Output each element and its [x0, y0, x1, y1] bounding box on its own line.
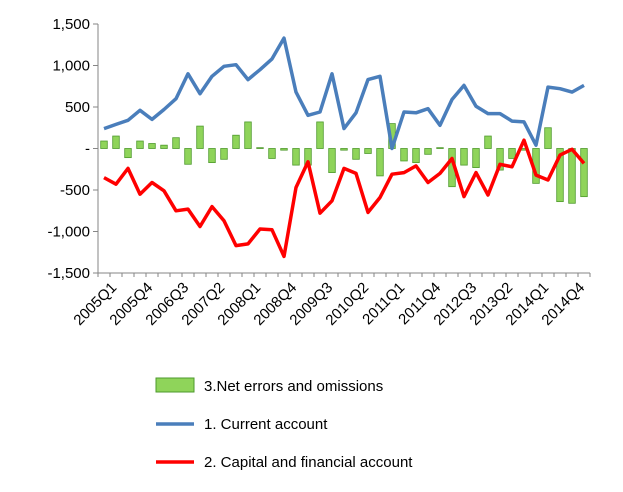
bar-net-errors: [544, 127, 552, 149]
bar-net-errors: [364, 148, 372, 154]
bar-net-errors: [232, 134, 240, 149]
bar-net-errors: [436, 147, 444, 149]
bar-net-errors: [208, 148, 216, 164]
bar-net-errors: [172, 137, 180, 149]
bar-net-errors: [292, 148, 300, 166]
line-capital-financial-account: [103, 138, 586, 259]
legend-swatch-net-errors: [155, 377, 195, 393]
bar-net-errors: [316, 121, 324, 149]
bar-net-errors: [160, 144, 168, 149]
bar-net-errors: [280, 148, 288, 151]
y-tick-label: -: [85, 141, 90, 158]
line-series-group: [103, 36, 586, 259]
x-axis-ticks: 2005Q12005Q42006Q32007Q22008Q12008Q42009…: [70, 273, 591, 329]
legend-item-net-errors: 3.Net errors and omissions: [155, 377, 383, 395]
legend-item-capital-financial: 2. Capital and financial account: [156, 454, 413, 471]
bar-net-errors: [508, 148, 516, 159]
bar-net-errors: [496, 148, 504, 171]
y-tick-label: 1,000: [52, 58, 90, 75]
bar-net-errors: [148, 143, 156, 149]
bar-net-errors: [412, 148, 420, 164]
bar-net-errors: [460, 148, 468, 166]
bar-net-errors: [472, 148, 480, 168]
bar-net-errors: [376, 148, 384, 177]
bar-net-errors: [352, 148, 360, 160]
bar-net-errors: [244, 121, 252, 149]
bar-net-errors: [136, 140, 144, 149]
bar-net-errors: [424, 148, 432, 155]
line-current-account: [103, 36, 585, 151]
bar-net-errors: [268, 148, 276, 159]
bar-net-errors: [340, 148, 348, 151]
bar-net-errors: [568, 148, 576, 204]
legend: 3.Net errors and omissions 1. Current ac…: [155, 377, 413, 471]
y-tick-label: -1,000: [47, 224, 90, 241]
bar-net-errors: [124, 148, 132, 159]
bar-net-errors: [100, 140, 108, 149]
legend-label-capital-financial: 2. Capital and financial account: [204, 454, 413, 471]
bar-net-errors: [580, 148, 588, 198]
legend-label-net-errors: 3.Net errors and omissions: [204, 378, 383, 395]
bar-net-errors: [328, 148, 336, 173]
y-tick-label: 1,500: [52, 16, 90, 33]
bar-net-errors: [184, 148, 192, 165]
bar-net-errors: [256, 147, 264, 149]
bar-net-errors: [196, 125, 204, 149]
bar-series-net-errors: [100, 121, 588, 204]
bar-net-errors: [112, 135, 120, 149]
bar-net-errors: [484, 135, 492, 149]
y-tick-label: 500: [65, 99, 90, 116]
bar-net-errors: [556, 148, 564, 203]
y-tick-label: -500: [60, 182, 90, 199]
y-tick-label: -1,500: [47, 265, 90, 282]
legend-item-current-account: 1. Current account: [156, 416, 328, 433]
bar-net-errors: [400, 148, 408, 162]
bar-net-errors: [220, 148, 228, 160]
legend-label-current-account: 1. Current account: [204, 416, 328, 433]
